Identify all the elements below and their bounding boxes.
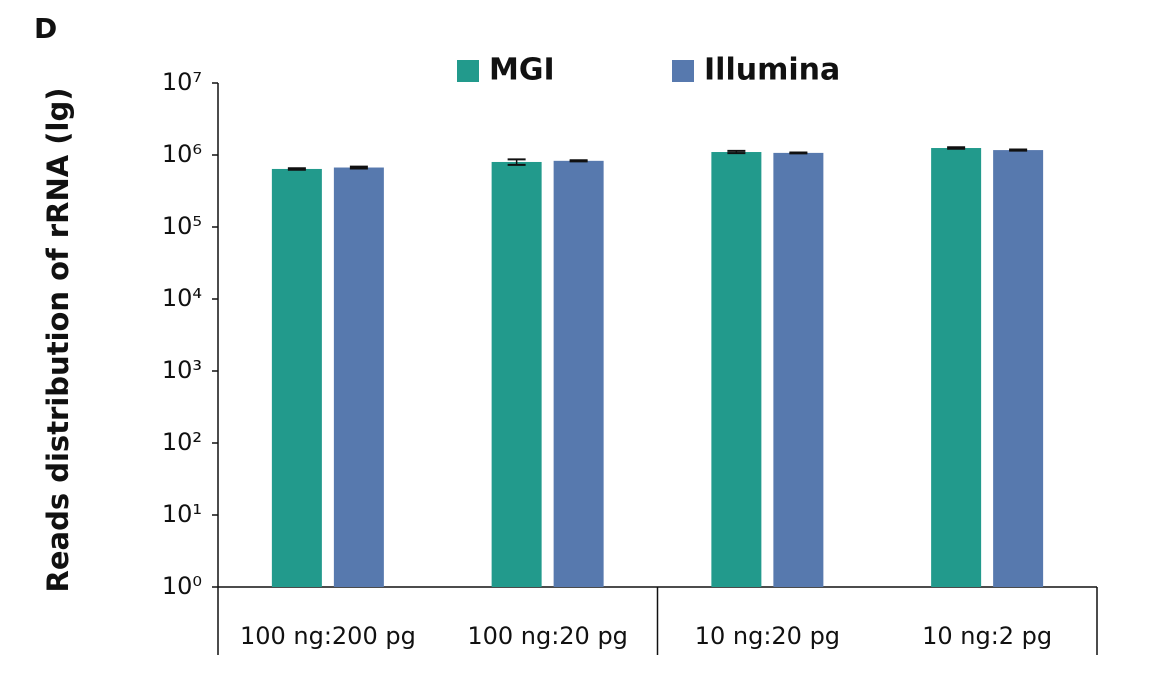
bar bbox=[333, 167, 384, 587]
x-tick-label: 100 ng:20 pg bbox=[467, 622, 628, 650]
y-axis-label: Reads distribution of rRNA (lg) bbox=[41, 88, 75, 593]
bar bbox=[553, 160, 604, 588]
x-tick-label: 100 ng:200 pg bbox=[240, 622, 416, 650]
legend-label: MGI bbox=[489, 53, 555, 88]
x-tick-label: 10 ng:2 pg bbox=[922, 622, 1052, 650]
bar bbox=[931, 148, 982, 588]
legend-swatch bbox=[457, 60, 479, 82]
y-tick-label: 10¹ bbox=[162, 500, 202, 528]
y-tick-label: 10⁵ bbox=[162, 212, 202, 240]
y-tick-label: 10³ bbox=[162, 356, 202, 384]
bar bbox=[271, 168, 322, 587]
legend-swatch bbox=[672, 60, 694, 82]
bar bbox=[773, 152, 824, 587]
legend-label: Illumina bbox=[704, 53, 840, 88]
y-tick-label: 10⁶ bbox=[162, 140, 202, 168]
bar bbox=[993, 150, 1044, 587]
bar bbox=[491, 161, 542, 587]
y-tick-label: 10⁴ bbox=[162, 284, 202, 312]
y-tick-label: 10⁰ bbox=[162, 572, 202, 600]
y-tick-label: 10⁷ bbox=[162, 68, 202, 96]
panel-label: D bbox=[34, 12, 57, 45]
x-tick-label: 10 ng:20 pg bbox=[695, 622, 840, 650]
y-tick-label: 10² bbox=[162, 428, 202, 456]
bar bbox=[711, 152, 762, 588]
